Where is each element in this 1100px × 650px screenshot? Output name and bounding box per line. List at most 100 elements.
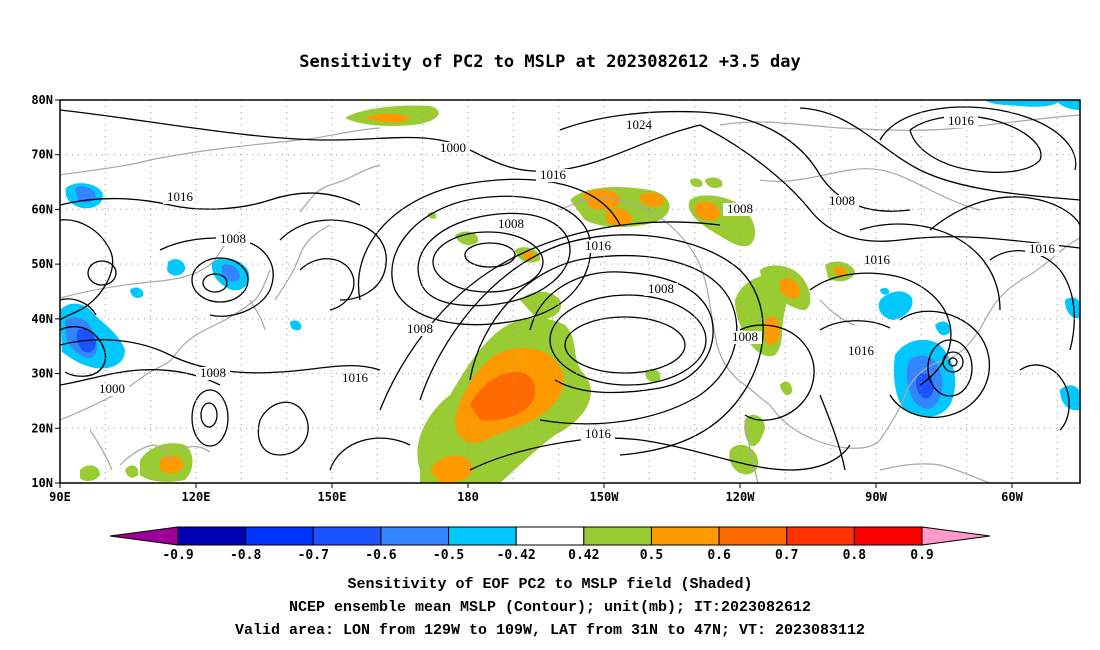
sensitivity-patch <box>75 186 96 203</box>
y-tick-label: 20N <box>31 421 53 435</box>
contour-label: 1016 <box>585 238 612 253</box>
colorbar-tip-right <box>921 526 991 546</box>
contour-label: 1016 <box>948 113 975 128</box>
contour-label-bg <box>728 331 762 344</box>
contour-label: 1008 <box>200 365 226 380</box>
contour-label-bg <box>494 218 528 231</box>
sensitivity-patch <box>765 316 780 346</box>
sensitivity-patch <box>878 291 913 320</box>
contour-label-bg <box>581 428 615 441</box>
colorbar-box <box>515 526 585 546</box>
colorbar-tick-label: -0.5 <box>433 548 464 563</box>
contour-label: 1016 <box>342 370 369 385</box>
colorbar-ticks: -0.9 -0.8 -0.7 -0.6 -0.5 -0.42 0.42 0.5 0.6 0.7 0.… <box>162 548 933 563</box>
contour-label: 1016 <box>167 189 194 204</box>
y-tick-label: 10N <box>31 476 53 490</box>
x-tick-label: 180 <box>457 490 479 504</box>
colorbar-tip-left <box>109 526 179 546</box>
colorbar-tick-label: 0.9 <box>910 548 933 563</box>
contour-label-bg <box>436 142 470 155</box>
colorbar-tick-label: -0.6 <box>365 548 396 563</box>
contour-label-bg <box>196 367 230 380</box>
sensitivity-patch <box>1060 385 1080 411</box>
sensitivity-patch <box>744 414 765 447</box>
sensitivity-patch <box>290 320 302 331</box>
contour-label: 1016 <box>1029 241 1056 256</box>
sensitivity-patch <box>880 287 890 295</box>
colorbar-box <box>583 526 652 546</box>
contour-label: 1008 <box>407 321 433 336</box>
contour-label-bg <box>944 115 978 128</box>
contour-label: 1016 <box>585 426 612 441</box>
contour-label-bg <box>825 195 859 208</box>
colorbar-box <box>650 526 720 546</box>
contour-label-bg <box>338 372 372 385</box>
colorbar-box <box>380 526 450 546</box>
contour-label-bg <box>644 283 678 296</box>
sensitivity-patch <box>985 100 1060 107</box>
sensitivity-patch <box>430 455 473 483</box>
y-axis-ticks: 10N 20N 30N 40N 50N 60N 70N 80N <box>31 93 60 490</box>
x-tick-label: 150W <box>590 490 620 504</box>
sensitivity-patch <box>833 266 847 277</box>
sensitivity-patch <box>365 113 410 123</box>
chart-title: Sensitivity of PC2 to MSLP at 2023082612… <box>299 52 801 72</box>
colorbar-tick-label: 0.6 <box>707 548 731 563</box>
x-tick-label: 90W <box>865 490 887 504</box>
contour-label-bg <box>163 191 197 204</box>
contour-label: 1008 <box>220 231 246 246</box>
contour-label-bg <box>581 240 615 253</box>
contour-label-bg <box>536 169 570 182</box>
sensitivity-patch <box>125 465 139 478</box>
colorbar-box <box>312 526 382 546</box>
contour-label-bg <box>216 233 250 246</box>
contour-label-bg <box>723 203 757 216</box>
colorbar-tick-label: -0.9 <box>162 548 193 563</box>
y-tick-label: 60N <box>31 202 53 216</box>
contour-label: 1008 <box>648 281 674 296</box>
contour-label: 1016 <box>864 252 891 267</box>
contour-label: 1000 <box>99 381 125 396</box>
contour-label-bg <box>1025 243 1059 256</box>
contour-label: 1000 <box>440 140 466 155</box>
map-grid <box>60 100 1080 483</box>
sensitivity-patch <box>167 259 186 276</box>
sensitivity-patch <box>729 444 759 475</box>
contour-label: 1016 <box>848 343 875 358</box>
contour-label-bg <box>403 323 437 336</box>
x-axis-ticks: 90E 120E 150E 180 150W 120W 90W 60W <box>49 483 1024 504</box>
sensitivity-patch <box>80 465 100 482</box>
sensitivity-patch <box>470 371 536 421</box>
sensitivity-patch <box>160 455 184 474</box>
sensitivity-patch <box>455 231 479 246</box>
caption-line-3: Valid area: LON from 129W to 109W, LAT f… <box>235 622 865 639</box>
y-tick-label: 80N <box>31 93 53 107</box>
contour-label: 1008 <box>498 216 524 231</box>
contour-label-bg <box>95 383 129 396</box>
colorbar-tick-label: -0.8 <box>230 548 261 563</box>
colorbar <box>109 526 991 546</box>
caption-line-2: NCEP ensemble mean MSLP (Contour); unit(… <box>289 599 811 616</box>
caption-line-1: Sensitivity of EOF PC2 to MSLP field (Sh… <box>347 576 752 593</box>
contour-labels: 1016 1008 1000 1008 1016 1008 1000 1016 1008 1016… <box>95 113 1059 441</box>
sensitivity-patch <box>935 321 951 336</box>
sensitivity-patch <box>645 368 661 383</box>
colorbar-box <box>718 526 788 546</box>
contour-label-bg <box>622 119 656 132</box>
y-tick-label: 50N <box>31 257 53 271</box>
sensitivity-patch <box>1055 100 1080 110</box>
sensitivity-patch <box>780 381 793 396</box>
colorbar-box <box>448 526 517 546</box>
contour-label-bg <box>860 254 894 267</box>
contour-label: 1008 <box>829 193 855 208</box>
x-tick-label: 90E <box>49 490 71 504</box>
contour-label: 1024 <box>626 117 653 132</box>
sensitivity-patch <box>130 287 144 298</box>
sensitivity-patch <box>780 278 801 299</box>
x-tick-label: 120W <box>726 490 756 504</box>
sensitivity-patch <box>705 177 723 188</box>
map-area: 1016 1008 1000 1008 1016 1008 1000 1016 1008 1016… <box>60 100 1080 483</box>
sensitivity-patch <box>582 189 621 210</box>
sensitivity-patch <box>695 201 720 221</box>
